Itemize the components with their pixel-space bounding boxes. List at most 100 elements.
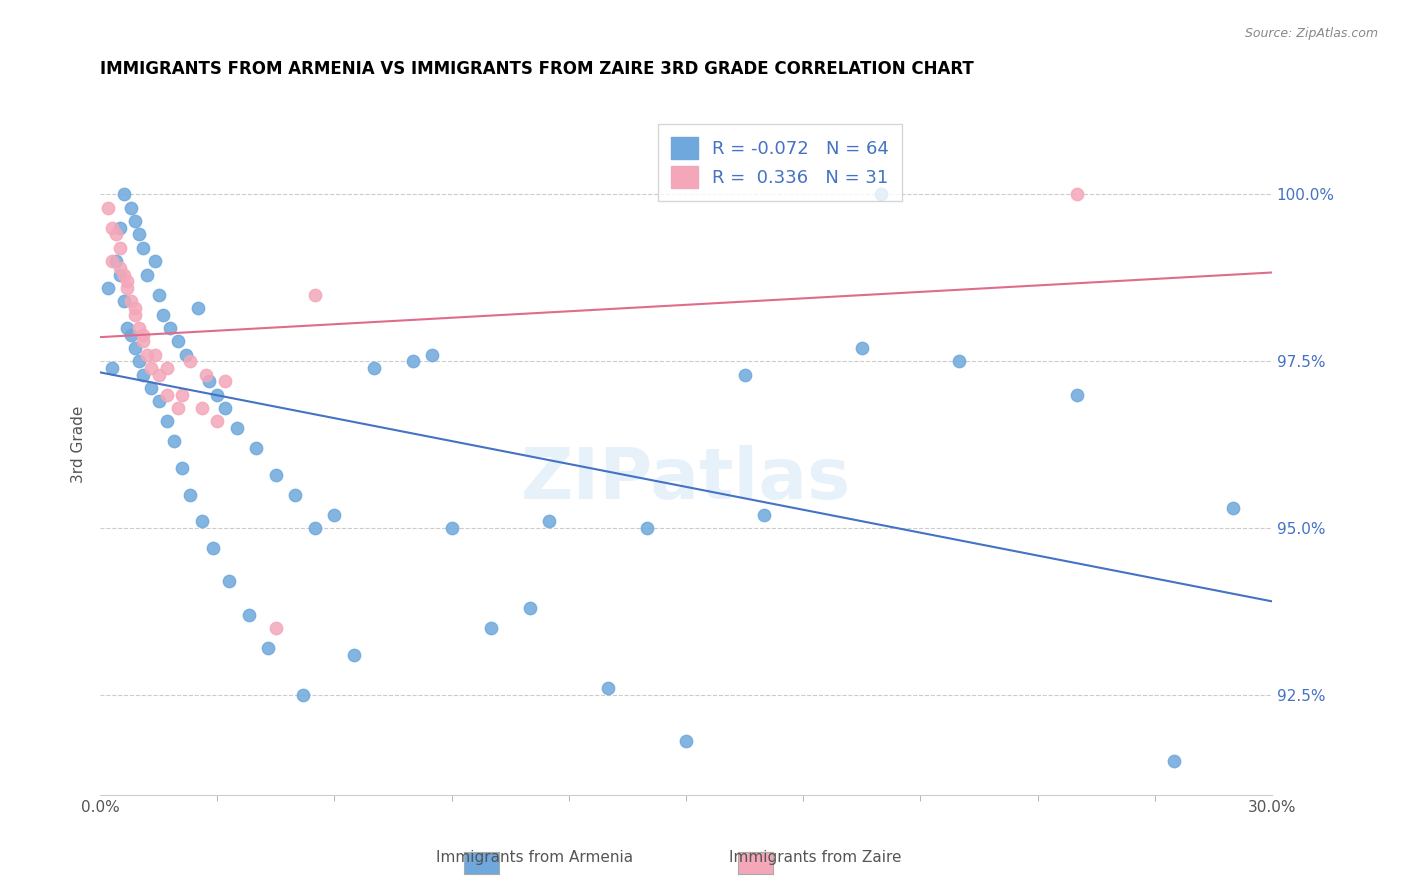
Point [167, 401, 190, 415]
Point [187, 301, 209, 315]
Point [870, 187, 893, 202]
Point [155, 414, 177, 428]
Point [440, 521, 463, 535]
Point [120, 327, 142, 342]
Point [172, 387, 194, 401]
Point [343, 648, 366, 662]
Point [292, 688, 315, 702]
Text: ZIPatlas: ZIPatlas [522, 445, 851, 514]
Point [152, 308, 174, 322]
Point [132, 334, 155, 349]
Point [159, 321, 181, 335]
Point [112, 268, 135, 282]
Point [117, 281, 139, 295]
Point [1163, 755, 1185, 769]
Point [238, 607, 260, 622]
Point [128, 354, 150, 368]
Point [479, 621, 502, 635]
Point [214, 401, 236, 415]
Point [117, 321, 139, 335]
Point [538, 514, 561, 528]
Point [124, 301, 146, 315]
Point [1066, 387, 1088, 401]
Point [104, 254, 127, 268]
Point [675, 734, 697, 748]
Point [112, 294, 135, 309]
Text: Source: ZipAtlas.com: Source: ZipAtlas.com [1244, 27, 1378, 40]
Point [198, 374, 221, 388]
Point [132, 241, 155, 255]
Point [225, 421, 247, 435]
Legend: R = -0.072   N = 64, R =  0.336   N = 31: R = -0.072 N = 64, R = 0.336 N = 31 [658, 125, 901, 201]
Point [194, 368, 217, 382]
Point [734, 368, 756, 382]
Point [143, 254, 166, 268]
Point [104, 227, 127, 242]
Point [139, 381, 162, 395]
Point [174, 347, 197, 361]
Point [155, 360, 177, 375]
Point [108, 268, 131, 282]
Point [148, 368, 170, 382]
Point [179, 354, 201, 368]
Point [112, 187, 135, 202]
Point [190, 401, 212, 415]
Point [124, 341, 146, 355]
Point [257, 640, 280, 655]
Point [304, 287, 326, 301]
Point [636, 521, 658, 535]
Point [143, 347, 166, 361]
Point [101, 220, 124, 235]
Point [155, 387, 177, 401]
Point [304, 521, 326, 535]
Point [108, 260, 131, 275]
Point [1066, 187, 1088, 202]
Point [218, 574, 240, 589]
Point [245, 441, 267, 455]
Point [420, 347, 443, 361]
Y-axis label: 3rd Grade: 3rd Grade [72, 406, 86, 483]
Text: Immigrants from Zaire: Immigrants from Zaire [730, 850, 901, 865]
Point [172, 461, 194, 475]
Point [124, 214, 146, 228]
Point [97, 281, 120, 295]
Point [519, 601, 541, 615]
Point [136, 347, 159, 361]
Point [207, 414, 229, 428]
Point [401, 354, 423, 368]
Point [97, 201, 120, 215]
Point [128, 321, 150, 335]
Point [148, 287, 170, 301]
Point [1222, 500, 1244, 515]
Point [167, 334, 190, 349]
Point [117, 274, 139, 288]
Point [264, 467, 287, 482]
Point [124, 308, 146, 322]
Point [132, 368, 155, 382]
Point [139, 360, 162, 375]
Point [128, 227, 150, 242]
Point [264, 621, 287, 635]
Point [214, 374, 236, 388]
Point [363, 360, 385, 375]
Point [207, 387, 229, 401]
Point [179, 487, 201, 501]
Text: Immigrants from Armenia: Immigrants from Armenia [436, 850, 633, 865]
Point [101, 360, 124, 375]
Point [596, 681, 619, 695]
Point [120, 201, 142, 215]
Point [851, 341, 873, 355]
Text: IMMIGRANTS FROM ARMENIA VS IMMIGRANTS FROM ZAIRE 3RD GRADE CORRELATION CHART: IMMIGRANTS FROM ARMENIA VS IMMIGRANTS FR… [100, 60, 974, 78]
Point [136, 268, 159, 282]
Point [323, 508, 346, 522]
Point [163, 434, 186, 449]
Point [284, 487, 307, 501]
Point [752, 508, 775, 522]
Point [108, 241, 131, 255]
Point [190, 514, 212, 528]
Point [132, 327, 155, 342]
Point [101, 254, 124, 268]
Point [948, 354, 970, 368]
Point [148, 394, 170, 409]
Point [108, 220, 131, 235]
